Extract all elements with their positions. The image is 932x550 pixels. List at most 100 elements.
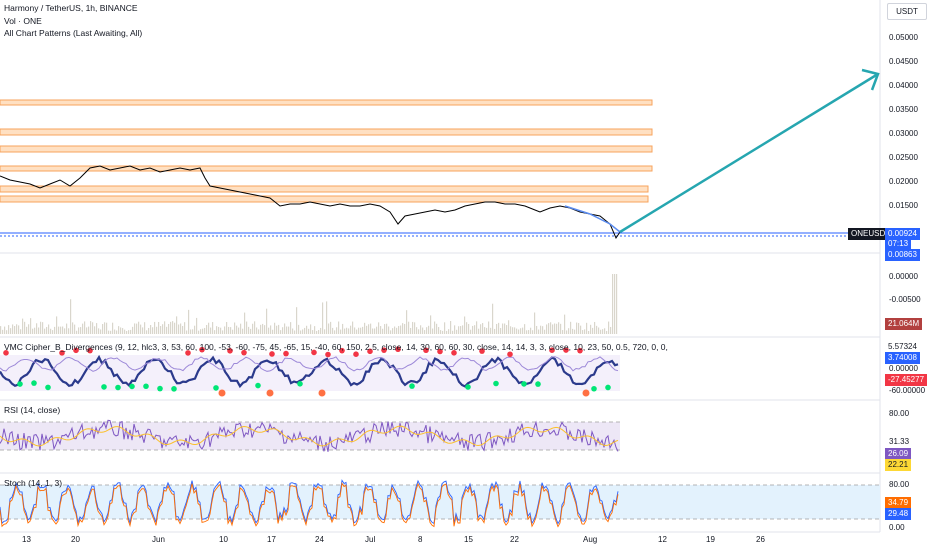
volume-bar <box>580 325 582 334</box>
volume-bar <box>74 324 76 334</box>
volume-bar <box>88 326 90 334</box>
vmc-dot <box>255 382 261 389</box>
vmc-dot <box>325 351 331 358</box>
volume-bar <box>42 322 44 334</box>
volume-bar <box>508 320 510 334</box>
volume-bar <box>94 326 96 334</box>
time-tick: 22 <box>510 535 519 544</box>
volume-bar <box>442 330 444 334</box>
volume-bar <box>332 327 334 334</box>
vmc-dot <box>283 350 289 357</box>
time-tick: 12 <box>658 535 667 544</box>
volume-bar <box>232 329 234 334</box>
volume-bar <box>160 326 162 334</box>
volume-bar <box>96 323 98 334</box>
volume-bar <box>458 326 460 334</box>
vmc-dot <box>535 381 541 387</box>
vmc-indicator-label[interactable]: VMC Cipher_B_Divergences (9, 12, hlc3, 3… <box>4 342 669 352</box>
volume-bar <box>56 316 58 334</box>
volume-bar <box>256 327 258 334</box>
rsi-line <box>0 419 619 452</box>
volume-bar <box>262 323 264 334</box>
stoch-indicator-label[interactable]: Stoch (14, 1, 3) <box>4 478 63 488</box>
volume-bar <box>358 327 360 334</box>
volume-bar <box>162 324 164 334</box>
volume-bar <box>588 330 590 334</box>
volume-bar <box>228 326 230 334</box>
vmc-dot <box>227 348 233 354</box>
volume-bar <box>412 321 414 334</box>
volume-bar <box>326 301 328 334</box>
volume-bar <box>0 326 2 334</box>
volume-bar <box>28 324 30 334</box>
volume-bar <box>112 322 114 334</box>
volume-bar <box>482 323 484 334</box>
volume-bar <box>120 327 122 334</box>
rsi-indicator-label[interactable]: RSI (14, close) <box>4 405 61 415</box>
vmc-dot <box>493 380 499 387</box>
volume-bar <box>320 327 322 334</box>
volume-bar <box>408 321 410 334</box>
volume-bar <box>378 322 380 334</box>
volume-bar <box>350 325 352 334</box>
volume-bar <box>10 328 12 334</box>
volume-bar <box>536 325 538 334</box>
volume-bar <box>46 326 48 334</box>
rsi-tick: 31.33 <box>889 437 910 446</box>
price-tick: 0.04500 <box>889 57 918 66</box>
volume-bar <box>354 327 356 334</box>
volume-bar <box>242 328 244 334</box>
volume-bar <box>198 330 200 334</box>
volume-bar <box>370 323 372 334</box>
vmc-dot <box>45 384 51 391</box>
volume-bar <box>420 325 422 334</box>
chart-patterns-label[interactable]: All Chart Patterns (Last Awaiting, All) <box>4 28 143 38</box>
volume-bar <box>270 325 272 334</box>
currency-selector[interactable]: USDT <box>887 3 927 20</box>
volume-bar <box>98 328 100 334</box>
volume-bar <box>310 324 312 334</box>
volume-bar <box>60 326 62 334</box>
volume-bar <box>70 299 72 334</box>
volume-bar <box>194 325 196 334</box>
volume-bar <box>2 329 4 334</box>
volume-bar <box>428 325 430 334</box>
volume-bar <box>398 326 400 334</box>
volume-bar <box>166 326 168 334</box>
vmc-dot <box>297 381 303 387</box>
vmc-dot <box>409 383 415 389</box>
volume-bar <box>416 327 418 334</box>
volume-bar <box>104 322 106 334</box>
volume-bar <box>196 317 198 334</box>
volume-bar <box>344 328 346 334</box>
volume-bar <box>200 329 202 334</box>
volume-bar <box>182 325 184 334</box>
volume-bar <box>402 323 404 334</box>
vmc-tick: -60.00000 <box>889 386 926 395</box>
volume-bar <box>40 321 42 334</box>
volume-bar <box>314 326 316 334</box>
zone-4 <box>0 165 653 172</box>
stoch-line <box>0 479 619 525</box>
volume-bar <box>122 328 124 334</box>
vmc-dot <box>171 386 177 392</box>
volume-bar <box>180 323 182 334</box>
volume-bar <box>462 325 464 334</box>
rsi-line <box>0 425 619 447</box>
volume-bar <box>26 326 28 334</box>
volume-bar <box>168 323 170 334</box>
volume-bar <box>480 324 482 334</box>
volume-indicator-label[interactable]: Vol · ONE <box>4 16 42 26</box>
price-tick: 0.02000 <box>889 177 918 186</box>
volume-bar <box>282 327 284 334</box>
volume-bar <box>158 322 160 334</box>
volume-bar <box>212 322 214 334</box>
volume-bar <box>286 326 288 334</box>
time-tick: 15 <box>464 535 473 544</box>
volume-bar <box>264 325 266 334</box>
volume-bar <box>356 329 358 334</box>
zone-6 <box>0 195 649 203</box>
vmc-dot <box>479 348 485 354</box>
vmc-dot <box>381 347 387 353</box>
